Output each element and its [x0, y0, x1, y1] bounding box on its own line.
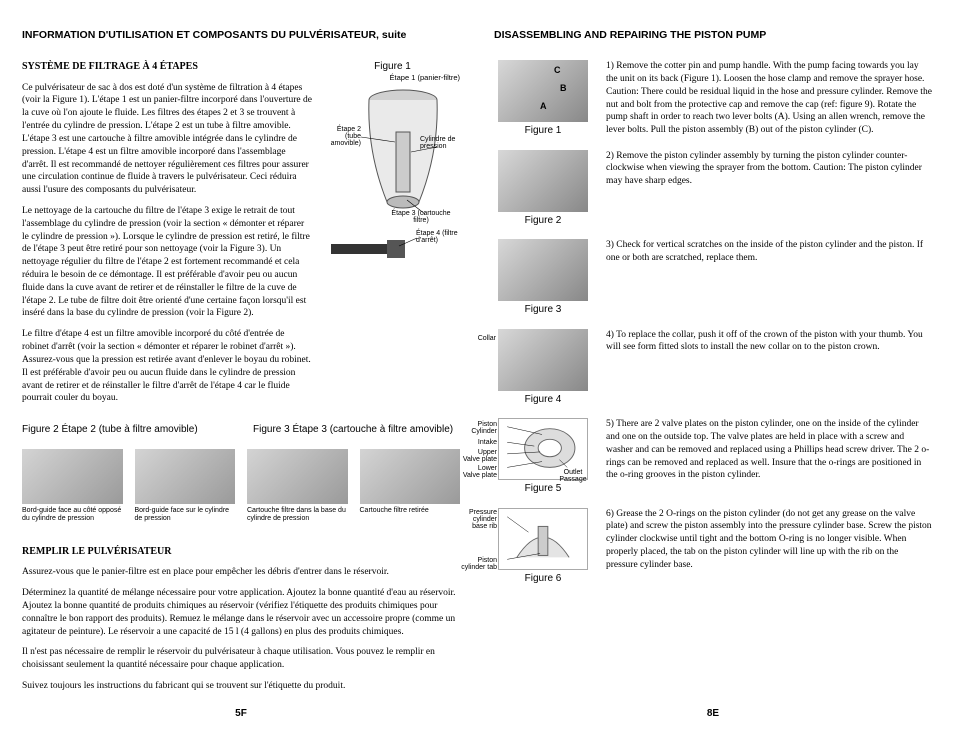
step-5-text: 5) There are 2 valve plates on the pisto…: [606, 418, 932, 482]
label-A: A: [540, 102, 547, 111]
step-1-fig: A B C Figure 1: [494, 60, 592, 138]
step-5-fig: Piston Cylinder Intake Upper Valve plate…: [494, 418, 592, 496]
p2: Le nettoyage de la cartouche du filtre d…: [22, 205, 313, 320]
fig3-head: Figure 3 Étape 3 (cartouche à filtre amo…: [253, 423, 460, 437]
step-1-text: 1) Remove the cotter pin and pump handle…: [606, 60, 932, 137]
thumb-1-img: [22, 449, 123, 504]
filtrage-text: SYSTÈME DE FILTRAGE À 4 ÉTAPES Ce pulvér…: [22, 60, 313, 413]
step-6: Pressure cylinder base rib Piston cylind…: [494, 508, 932, 586]
thumb-3-img: [247, 449, 348, 504]
step-5: Piston Cylinder Intake Upper Valve plate…: [494, 418, 932, 496]
step-3-label: Figure 3: [494, 303, 592, 317]
left-page: INFORMATION D'UTILISATION ET COMPOSANTS …: [22, 28, 460, 720]
thumbs-row: Bord-guide face au côté opposé du cylind…: [22, 449, 460, 523]
label-B: B: [560, 84, 567, 93]
step-4-label: Figure 4: [494, 393, 592, 407]
step-2-img: [498, 150, 588, 212]
section-remplir: REMPLIR LE PULVÉRISATEUR Assurez-vous qu…: [22, 545, 460, 701]
fig1-stage4: Étape 4 (filtre d'arrêt): [416, 230, 460, 244]
step-5-img: Piston Cylinder Intake Upper Valve plate…: [498, 418, 588, 480]
step-6-text: 6) Grease the 2 O-rings on the piston cy…: [606, 508, 932, 572]
a-outlet: Outlet Passage: [555, 469, 591, 483]
fig2-head: Figure 2 Étape 2 (tube à filtre amovible…: [22, 423, 229, 437]
step-4-text: 4) To replace the collar, push it off of…: [606, 329, 932, 355]
step-2: Figure 2 2) Remove the piston cylinder a…: [494, 150, 932, 228]
label-C: C: [554, 66, 561, 75]
step-4: Collar Figure 4 4) To replace the collar…: [494, 329, 932, 407]
p7: Suivez toujours les instructions du fabr…: [22, 680, 460, 693]
left-title: INFORMATION D'UTILISATION ET COMPOSANTS …: [22, 28, 460, 42]
thumb-2-img: [135, 449, 236, 504]
thumb-4-cap: Cartouche filtre retirée: [360, 507, 461, 515]
step-6-img: Pressure cylinder base rib Piston cylind…: [498, 508, 588, 570]
remplir-head: REMPLIR LE PULVÉRISATEUR: [22, 545, 460, 559]
right-page: DISASSEMBLING AND REPAIRING THE PISTON P…: [494, 28, 932, 720]
step-4-img: Collar: [498, 329, 588, 391]
step-5-label: Figure 5: [494, 482, 592, 496]
a-rib: Pressure cylinder base rib: [457, 509, 497, 530]
thumb-4: Cartouche filtre retirée: [360, 449, 461, 523]
step-2-fig: Figure 2: [494, 150, 592, 228]
right-footer: 8E: [494, 707, 932, 721]
a-intake: Intake: [461, 439, 497, 446]
p4: Assurez-vous que le panier-filtre est en…: [22, 566, 460, 579]
fig1-stage2: Étape 2 (tube amovible): [325, 126, 361, 147]
step6-svg: [499, 509, 587, 569]
thumb-3-cap: Cartouche filtre dans la base du cylindr…: [247, 507, 348, 523]
right-title: DISASSEMBLING AND REPAIRING THE PISTON P…: [494, 28, 932, 42]
step-3-fig: Figure 3: [494, 239, 592, 317]
a-lower: Lower Valve plate: [461, 465, 497, 479]
thumb-2-cap: Bord-guide face sur le cylindre de press…: [135, 507, 236, 523]
step-3-text: 3) Check for vertical scratches on the i…: [606, 239, 932, 265]
page-spread: INFORMATION D'UTILISATION ET COMPOSANTS …: [22, 28, 932, 720]
section-filtrage: SYSTÈME DE FILTRAGE À 4 ÉTAPES Ce pulvér…: [22, 60, 460, 413]
a-piston: Piston Cylinder: [461, 421, 497, 435]
step-6-label: Figure 6: [494, 572, 592, 586]
filtrage-head: SYSTÈME DE FILTRAGE À 4 ÉTAPES: [22, 60, 313, 74]
step-1: A B C Figure 1 1) Remove the cotter pin …: [494, 60, 932, 138]
collar-label: Collar: [468, 335, 496, 342]
step-1-img: A B C: [498, 60, 588, 122]
step-6-fig: Pressure cylinder base rib Piston cylind…: [494, 508, 592, 586]
thumb-1-cap: Bord-guide face au côté opposé du cylind…: [22, 507, 123, 523]
thumb-1: Bord-guide face au côté opposé du cylind…: [22, 449, 123, 523]
fig-row-heads: Figure 2 Étape 2 (tube à filtre amovible…: [22, 423, 460, 443]
step-4-fig: Collar Figure 4: [494, 329, 592, 407]
step-3-img: [498, 239, 588, 301]
fig1-cyl: Cylindre de pression: [420, 136, 460, 150]
p3: Le filtre d'étape 4 est un filtre amovib…: [22, 328, 313, 405]
thumb-4-img: [360, 449, 461, 504]
sprayer-diagram: [325, 82, 460, 222]
step-2-label: Figure 2: [494, 214, 592, 228]
left-footer: 5F: [22, 707, 460, 721]
step-1-label: Figure 1: [494, 124, 592, 138]
a-tab: Piston cylinder tab: [457, 557, 497, 571]
p6: Il n'est pas nécessaire de remplir le ré…: [22, 646, 460, 672]
thumb-3: Cartouche filtre dans la base du cylindr…: [247, 449, 348, 523]
thumb-2: Bord-guide face sur le cylindre de press…: [135, 449, 236, 523]
figure-1-box: Figure 1 Étape 1 (panier-filtre) Étape 2…: [325, 60, 460, 413]
step-2-text: 2) Remove the piston cylinder assembly b…: [606, 150, 932, 188]
p1: Ce pulvérisateur de sac à dos est doté d…: [22, 82, 313, 197]
fig1-stage1: Étape 1 (panier-filtre): [325, 74, 460, 82]
a-upper: Upper Valve plate: [461, 449, 497, 463]
figure-1-label: Figure 1: [325, 60, 460, 74]
step-3: Figure 3 3) Check for vertical scratches…: [494, 239, 932, 317]
p5: Déterminez la quantité de mélange nécess…: [22, 587, 460, 638]
fig1-stage3: Étape 3 (cartouche filtre): [386, 210, 456, 224]
